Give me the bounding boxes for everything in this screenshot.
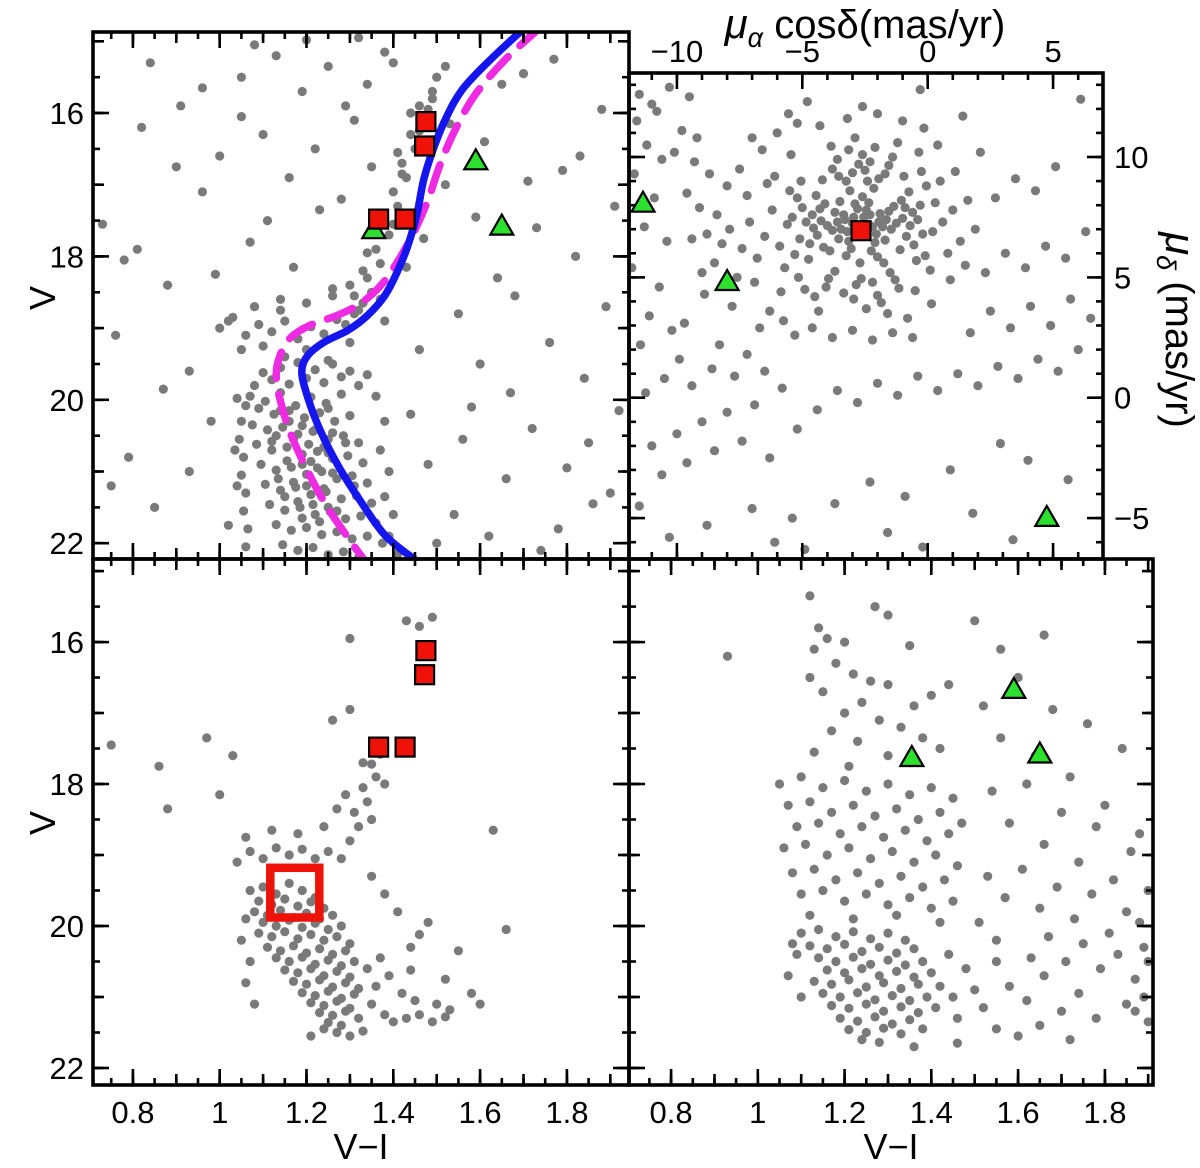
pm-y-axis-units: (mas/yr) xyxy=(1157,270,1200,428)
cmd-nonmembers-nonmember-markers xyxy=(898,675,1054,768)
svg-text:0: 0 xyxy=(919,34,936,69)
cmd-x-axis-title-left: V−I xyxy=(333,1126,389,1167)
proper-motion-frame xyxy=(627,71,1105,561)
cmd-all-stars-field-stars xyxy=(97,33,624,559)
cmd-all-stars-tick-labels: 16 18 20 22 xyxy=(50,96,84,561)
proper-motion-ticks xyxy=(629,73,1103,559)
isochrone-dashed xyxy=(272,32,541,559)
svg-text:16: 16 xyxy=(50,625,84,660)
svg-text:18: 18 xyxy=(50,239,84,274)
cmd-nonmembers-field-stars xyxy=(722,591,1153,1052)
cmd-nonmembers-tick-labels: 0.8 1 1.2 1.4 1.6 1.8 xyxy=(650,1095,1127,1130)
cmd-y-axis-title-top: V xyxy=(22,286,63,311)
svg-text:1.2: 1.2 xyxy=(285,1095,328,1130)
cmd-all-stars-member-markers xyxy=(368,110,437,230)
svg-text:20: 20 xyxy=(50,383,84,418)
selection-box xyxy=(266,863,324,922)
cmd-members-frame xyxy=(91,557,631,1087)
proper-motion-tick-labels: −10 −5 0 5 10 5 0 −5 xyxy=(651,34,1150,536)
svg-text:10: 10 xyxy=(1114,140,1148,175)
svg-text:0: 0 xyxy=(1114,381,1131,416)
svg-text:22: 22 xyxy=(50,1051,84,1086)
pm-x-axis-units: cosδ(mas/yr) xyxy=(763,3,1006,47)
cmd-x-axis-title-right: V−I xyxy=(863,1126,919,1167)
svg-text:16: 16 xyxy=(50,96,84,131)
svg-text:1.2: 1.2 xyxy=(823,1095,866,1130)
svg-text:20: 20 xyxy=(50,909,84,944)
isochrone-solid xyxy=(298,32,524,559)
svg-text:1.4: 1.4 xyxy=(910,1095,953,1130)
svg-text:0.8: 0.8 xyxy=(111,1095,154,1130)
cmd-all-stars-frame xyxy=(91,30,631,561)
svg-text:1.6: 1.6 xyxy=(997,1095,1040,1130)
svg-text:1.8: 1.8 xyxy=(1083,1095,1126,1130)
mu-symbol: μ xyxy=(1157,232,1200,256)
svg-text:0.8: 0.8 xyxy=(650,1095,693,1130)
cmd-all-stars-ticks xyxy=(93,32,629,559)
svg-text:1.4: 1.4 xyxy=(372,1095,415,1130)
svg-text:−10: −10 xyxy=(651,34,704,69)
panel-cmd-nonmembers: 0.8 1 1.2 1.4 1.6 1.8 xyxy=(627,557,1155,1130)
svg-text:22: 22 xyxy=(50,526,84,561)
mu-subscript-delta: δ xyxy=(1151,255,1181,271)
panel-cmd-members: 0.8 1 1.2 1.4 1.6 1.8 16 18 20 22 xyxy=(50,557,631,1130)
svg-text:18: 18 xyxy=(50,767,84,802)
panel-cmd-all-stars: 16 18 20 22 xyxy=(50,30,631,561)
mu-symbol: μ xyxy=(724,0,748,47)
svg-text:1: 1 xyxy=(211,1095,228,1130)
svg-text:1.8: 1.8 xyxy=(545,1095,588,1130)
svg-text:−5: −5 xyxy=(1114,501,1149,536)
proper-motion-nonmember-markers xyxy=(629,189,1061,528)
cmd-nonmembers-ticks xyxy=(629,559,1153,1085)
svg-text:−5: −5 xyxy=(785,34,820,69)
svg-text:5: 5 xyxy=(1044,34,1061,69)
cmd-members-member-markers xyxy=(368,639,437,758)
cmd-y-axis-title-bottom: V xyxy=(22,811,63,836)
pm-y-axis-title: μδ (mas/yr) xyxy=(1150,118,1200,542)
proper-motion-field-stars xyxy=(629,82,1096,555)
cmd-nonmembers-frame xyxy=(627,557,1155,1087)
svg-text:1: 1 xyxy=(749,1095,766,1130)
cmd-members-tick-labels: 0.8 1 1.2 1.4 1.6 1.8 16 18 20 22 xyxy=(50,625,589,1130)
svg-text:5: 5 xyxy=(1114,260,1131,295)
svg-text:1.6: 1.6 xyxy=(459,1095,502,1130)
proper-motion-member-markers xyxy=(850,220,872,242)
cmd-members-field-stars xyxy=(106,612,511,1041)
mu-subscript-alpha: α xyxy=(747,23,764,53)
pm-x-axis-title: μα cosδ(mas/yr) xyxy=(615,0,1115,54)
cmd-members-ticks xyxy=(93,559,629,1085)
panel-proper-motion: −10 −5 0 5 10 5 0 −5 xyxy=(627,34,1150,561)
